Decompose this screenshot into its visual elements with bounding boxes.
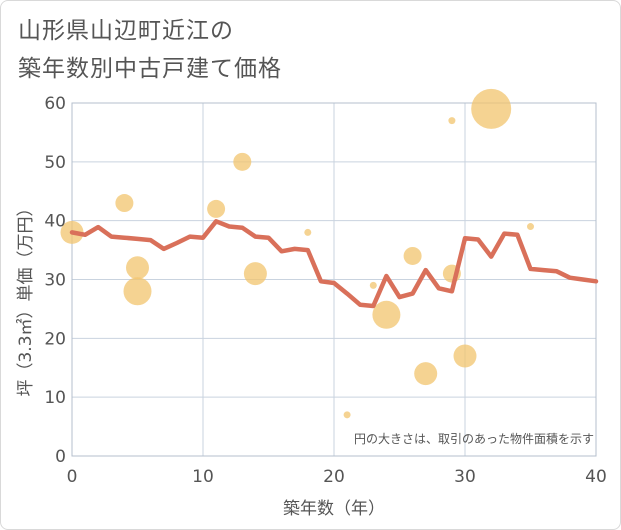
y-tick-label: 20 xyxy=(44,329,66,349)
bubble-size-note: 円の大きさは、取引のあった物件面積を示す xyxy=(354,431,594,446)
bubble-point xyxy=(243,262,267,286)
x-tick-label: 20 xyxy=(323,467,345,487)
bubble-point xyxy=(372,300,401,329)
bubble-point xyxy=(414,362,438,386)
bubble-series xyxy=(60,88,534,419)
bubble-point xyxy=(527,223,534,231)
bubble-point xyxy=(233,152,252,171)
bubble-point xyxy=(369,281,377,289)
y-tick-label: 40 xyxy=(44,212,66,232)
y-tick-label: 60 xyxy=(44,94,66,114)
x-tick-label: 40 xyxy=(585,467,607,487)
bubble-point xyxy=(115,194,134,213)
x-tick-label: 30 xyxy=(454,467,476,487)
bubble-point xyxy=(304,228,312,236)
bubble-point xyxy=(403,246,422,265)
chart-title-line-2: 築年数別中古戸建て価格 xyxy=(18,56,282,82)
chart-title-line-1: 山形県山辺町近江の xyxy=(18,18,234,44)
grid-lines xyxy=(71,102,597,457)
bubble-point xyxy=(126,256,149,280)
bubble-point xyxy=(207,199,226,218)
line-series xyxy=(69,219,599,309)
x-tick-label: 0 xyxy=(67,467,78,487)
y-tick-label: 50 xyxy=(44,153,66,173)
bubble-point xyxy=(471,88,512,129)
bubble-point xyxy=(343,411,351,419)
y-axis-label: 坪（3.3㎡）単価（万円） xyxy=(16,199,36,396)
y-tick-label: 0 xyxy=(55,447,66,467)
x-axis-label: 築年数（年） xyxy=(283,499,385,519)
x-tick-label: 10 xyxy=(192,467,214,487)
bubble-point xyxy=(123,277,152,306)
y-tick-label: 10 xyxy=(44,388,66,408)
y-tick-label: 30 xyxy=(44,271,66,291)
bubble-point xyxy=(453,344,477,368)
tick-labels: 0 10 20 30 40 50 60 0 10 20 30 40 xyxy=(44,94,606,487)
average-price-line xyxy=(69,219,599,309)
chart-title: 山形県山辺町近江の 築年数別中古戸建て価格 xyxy=(18,12,282,88)
bubble-point xyxy=(448,117,456,125)
